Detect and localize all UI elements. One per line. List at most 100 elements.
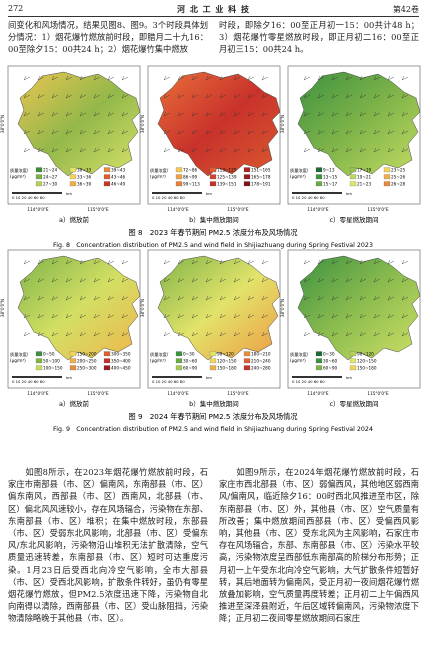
legend-swatch bbox=[69, 167, 77, 173]
wind-barb bbox=[261, 147, 269, 153]
volume: 第42卷 bbox=[392, 5, 419, 14]
wind-barb bbox=[205, 295, 213, 301]
wind-barb bbox=[401, 277, 409, 283]
legend-swatch bbox=[103, 181, 111, 187]
wind-barb bbox=[93, 129, 101, 135]
wind-barb bbox=[387, 129, 395, 135]
wind-barb bbox=[121, 277, 129, 283]
legend-swatch bbox=[243, 174, 251, 180]
wind-barb bbox=[107, 259, 115, 265]
map-panel: 38°0'0"N 114°0'0"E 115°0'0"E 质量浓度/(μg/m³) 72… bbox=[140, 65, 281, 224]
wind-barb bbox=[51, 313, 59, 319]
wind-barb bbox=[51, 93, 59, 99]
wind-barb bbox=[23, 313, 31, 319]
wind-barb bbox=[37, 295, 45, 301]
legend-label: 30~60 bbox=[183, 359, 198, 364]
legend-label: 125~139 bbox=[217, 175, 237, 180]
wind-barb bbox=[345, 147, 353, 153]
legend-label: 39~43 bbox=[111, 168, 126, 173]
legend-label: 400~450 bbox=[111, 366, 131, 371]
wind-barb bbox=[51, 259, 59, 265]
scale-text: 0 10 20 40 60 80 bbox=[292, 379, 325, 384]
wind-barb bbox=[345, 259, 353, 265]
legend-unit: (μg/m³) bbox=[290, 358, 306, 363]
wind-barb bbox=[177, 313, 185, 319]
wind-barb bbox=[23, 277, 31, 283]
wind-barb bbox=[359, 295, 367, 301]
lat-label: 38°0'0"N bbox=[140, 115, 145, 133]
wind-barb bbox=[359, 93, 367, 99]
panel-label: c）零星燃放期间 bbox=[329, 399, 378, 408]
wind-barb bbox=[219, 75, 227, 81]
panel-label: a）燃放前 bbox=[59, 215, 89, 224]
wind-barb bbox=[359, 147, 367, 153]
wind-barb bbox=[219, 313, 227, 319]
scale-bar bbox=[152, 376, 202, 378]
wind-barb bbox=[121, 331, 129, 337]
legend-label: 30~60 bbox=[323, 359, 338, 364]
wind-barb bbox=[345, 295, 353, 301]
map-region bbox=[157, 255, 281, 361]
wind-barb bbox=[317, 331, 325, 337]
wind-barb bbox=[247, 277, 255, 283]
legend-swatch bbox=[103, 167, 111, 173]
legend-label: 350~400 bbox=[111, 359, 131, 364]
legend-swatch bbox=[383, 181, 391, 187]
wind-barb bbox=[107, 313, 115, 319]
paragraph: 如图8所示，在2023年烟花爆竹燃放前时段，石家庄市南部县（市、区）偏南风，东南… bbox=[8, 467, 208, 624]
wind-barb bbox=[23, 129, 31, 135]
lon-label: 114°0'0"E bbox=[307, 391, 328, 396]
scale-text: 0 10 20 40 60 80 bbox=[12, 195, 45, 200]
lat-label: 38°0'0"N bbox=[0, 115, 5, 133]
legend-swatch bbox=[315, 174, 323, 180]
wind-barb bbox=[303, 75, 311, 81]
panel-label: b）集中燃放期间 bbox=[189, 215, 239, 224]
wind-barb bbox=[65, 129, 73, 135]
wind-barb bbox=[23, 93, 31, 99]
wind-barb bbox=[107, 331, 115, 337]
wind-barb bbox=[205, 129, 213, 135]
wind-barb bbox=[373, 93, 381, 99]
wind-barb bbox=[247, 75, 255, 81]
wind-barb bbox=[205, 75, 213, 81]
scale-text: 0 10 20 40 60 80 bbox=[152, 379, 185, 384]
wind-barb bbox=[51, 295, 59, 301]
lat-label: 38°0'0"N bbox=[280, 299, 285, 317]
wind-barb bbox=[51, 147, 59, 153]
legend-label: 25~26 bbox=[391, 175, 406, 180]
lon-label: 115°0'0"E bbox=[227, 391, 248, 396]
wind-barb bbox=[93, 331, 101, 337]
legend-label: 210~240 bbox=[251, 359, 271, 364]
legend-label: 100~150 bbox=[43, 366, 63, 371]
header-rule bbox=[8, 16, 419, 17]
wind-barb bbox=[317, 313, 325, 319]
wind-barb bbox=[247, 129, 255, 135]
wind-barb bbox=[401, 129, 409, 135]
legend-swatch bbox=[349, 174, 357, 180]
lon-label: 114°0'0"E bbox=[27, 391, 48, 396]
wind-barb bbox=[163, 259, 171, 265]
legend-label: 60~90 bbox=[323, 366, 338, 371]
paragraph: 如图9所示，在2024年烟花爆竹燃放前时段，石家庄市西北部县（市、区）弱偏西风，… bbox=[219, 467, 419, 624]
wind-barb bbox=[65, 75, 73, 81]
wind-barb bbox=[163, 129, 171, 135]
wind-barb bbox=[23, 295, 31, 301]
wind-barb bbox=[359, 111, 367, 117]
legend-swatch bbox=[175, 351, 183, 357]
legend-title: 质量浓度/ bbox=[290, 167, 309, 174]
wind-barb bbox=[233, 313, 241, 319]
wind-barb bbox=[247, 313, 255, 319]
wind-barb bbox=[359, 331, 367, 337]
legend-swatch bbox=[35, 167, 43, 173]
wind-barb bbox=[331, 93, 339, 99]
wind-barb bbox=[261, 93, 269, 99]
legend-swatch bbox=[175, 181, 183, 187]
wind-barb bbox=[65, 277, 73, 283]
wind-barb bbox=[345, 277, 353, 283]
legend-label: 165~178 bbox=[251, 175, 271, 180]
wind-barb bbox=[373, 277, 381, 283]
wind-barb bbox=[317, 277, 325, 283]
legend-title: 质量浓度/ bbox=[150, 351, 169, 358]
